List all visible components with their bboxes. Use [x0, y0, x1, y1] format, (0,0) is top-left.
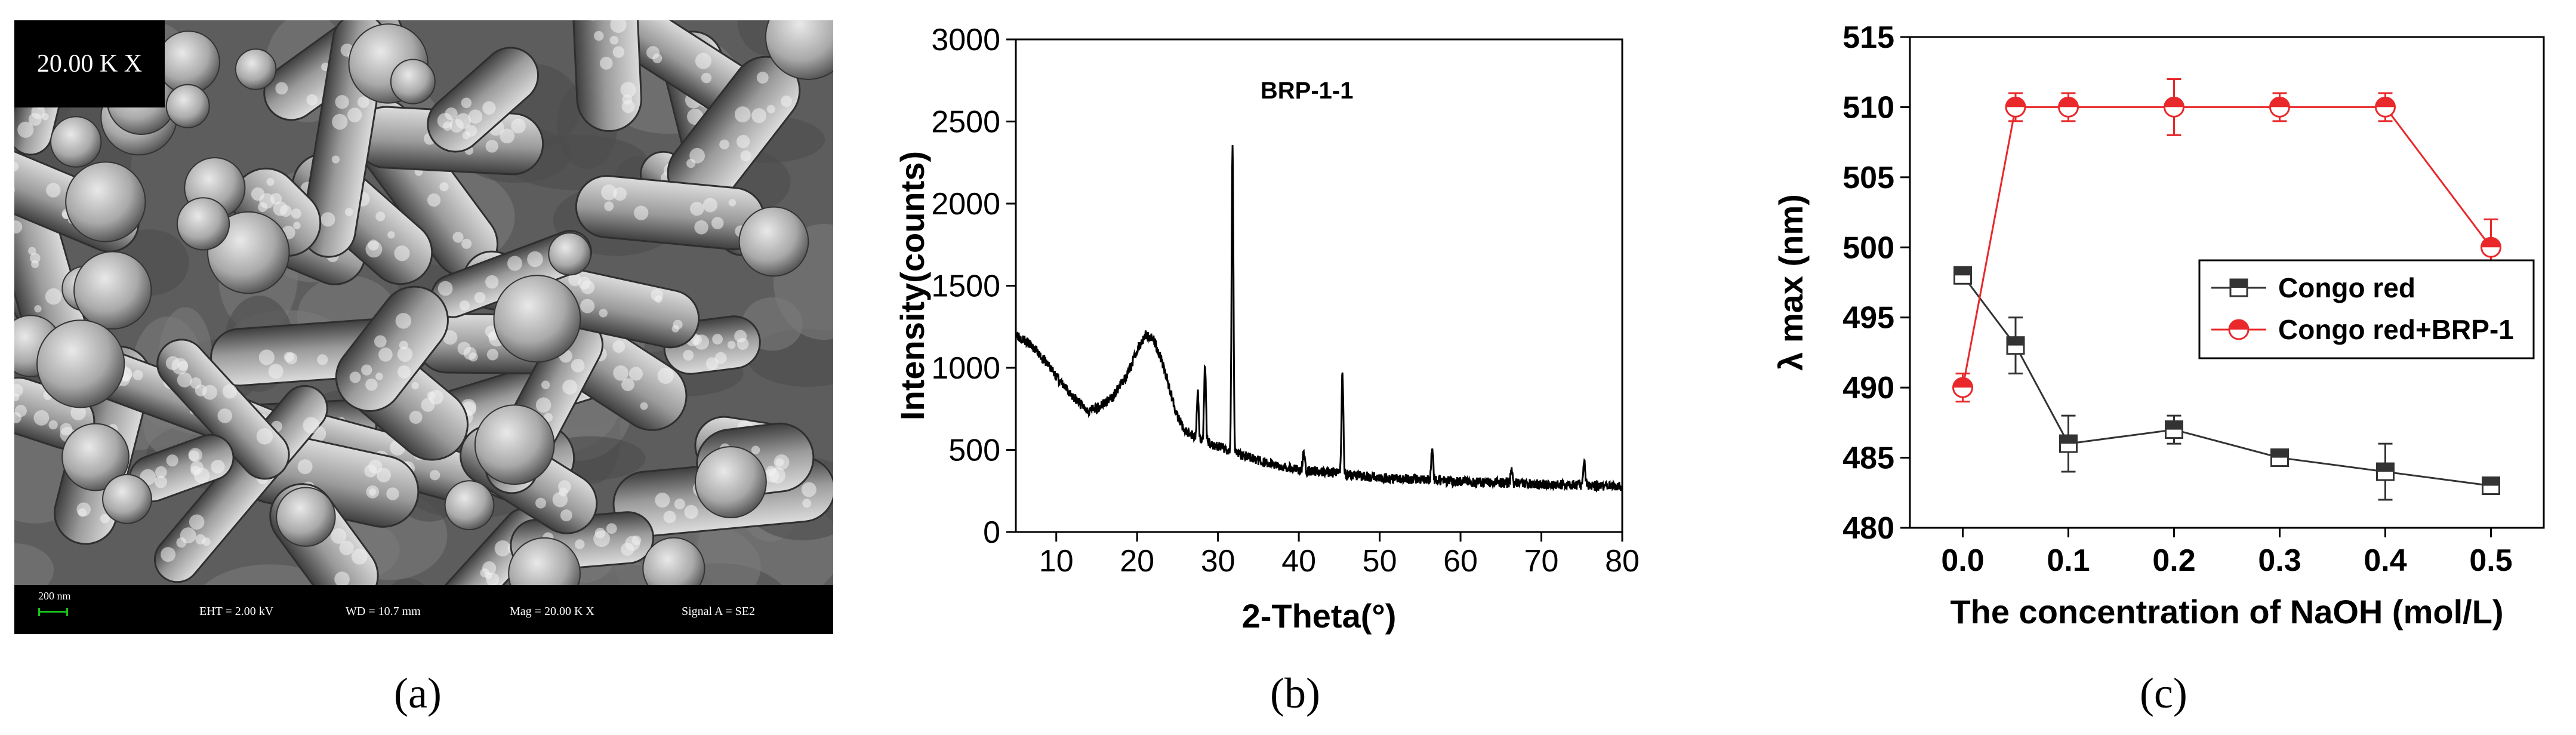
lambda-y-tick-label: 505	[1842, 161, 1894, 195]
xrd-y-tick-label: 1500	[931, 269, 1000, 304]
lambda-x-tick-label: 0.3	[2258, 543, 2301, 578]
sem-info-bar: 200 nm EHT = 2.00 kV WD = 10.7 mm Mag = …	[14, 585, 833, 634]
xrd-y-tick-label: 1000	[931, 351, 1000, 386]
congo-red-point	[1953, 266, 1972, 285]
lambda-plot-frame	[1909, 36, 2545, 529]
xrd-x-axis-label: 2-Theta(°)	[1242, 597, 1397, 635]
congo-red-point	[2165, 420, 2183, 439]
xrd-pattern-line	[1015, 145, 1623, 493]
panel-label-c: (c)	[2140, 669, 2187, 717]
lambda-y-tick-label: 515	[1842, 20, 1894, 55]
lambda-x-tick-label: 0.2	[2152, 543, 2195, 578]
congo-red-point	[2482, 476, 2500, 496]
congo-red-point	[2270, 448, 2289, 468]
xrd-sample-label: BRP-1-1	[1261, 78, 1354, 104]
xrd-x-tick-label: 50	[1363, 544, 1397, 579]
xrd-x-tick-label: 30	[1201, 544, 1235, 579]
lambda-legend: Congo red Congo red+BRP-1	[2198, 259, 2535, 359]
xrd-x-tick-label: 40	[1281, 544, 1316, 579]
xrd-x-tick-label: 10	[1039, 544, 1074, 579]
congo-red-brp-legend-marker	[2228, 319, 2250, 340]
lambda-y-tick-label: 490	[1842, 371, 1894, 405]
lambda-x-tick-label: 0.4	[2364, 543, 2406, 578]
lambda-y-tick-label: 495	[1842, 301, 1894, 336]
xrd-x-tick-label: 20	[1120, 544, 1154, 579]
lambda-y-tick-label: 510	[1842, 90, 1894, 125]
lambda-x-tick-label: 0.0	[1941, 543, 1984, 578]
lambda-y-axis-label: λ max (nm)	[1772, 194, 1810, 371]
legend-box	[2198, 259, 2535, 359]
sem-magnification-label: 20.00 K X	[14, 20, 165, 107]
congo-red-brp-point	[2058, 96, 2079, 118]
congo-red-legend-marker	[2229, 278, 2248, 297]
congo-red-brp-point	[2269, 96, 2290, 118]
congo-red-point	[2059, 434, 2078, 453]
xrd-chart: 10 20 30 40 50 60 70 80 0 500 1000 1500 2000 2500 300…	[893, 23, 1640, 635]
congo-red-brp-point	[2005, 96, 2026, 118]
congo-red-point	[2376, 462, 2395, 481]
xrd-y-tick-label: 3000	[931, 23, 1000, 57]
xrd-plot-frame	[1015, 38, 1623, 533]
xrd-y-tick-label: 0	[983, 515, 1000, 550]
congo-red-brp-point	[2375, 96, 2396, 118]
congo-red-brp-point	[2481, 236, 2501, 258]
xrd-y-tick-label: 2500	[931, 105, 1000, 140]
lambda-y-tick-label: 485	[1842, 441, 1894, 476]
lambda-y-tick-label: 500	[1842, 230, 1894, 265]
panel-label-b: (b)	[1270, 669, 1320, 717]
lambda-max-chart: 0.0 0.1 0.2 0.3 0.4 0.5 480 485 490 495 500 505 510…	[1772, 20, 2545, 631]
congo-red-brp-point	[2164, 96, 2184, 118]
congo-red-legend-label: Congo red	[2278, 272, 2415, 303]
panel-label-a: (a)	[394, 669, 442, 717]
lambda-x-tick-label: 0.5	[2469, 543, 2512, 578]
xrd-y-tick-label: 500	[948, 433, 1000, 468]
sem-image	[14, 20, 833, 634]
xrd-x-tick-label: 80	[1605, 544, 1640, 579]
congo-red-brp-point	[1952, 377, 1973, 398]
lambda-x-axis-label: The concentration of NaOH (mol/L)	[1950, 593, 2503, 631]
sem-wd: WD = 10.7 mm	[346, 605, 421, 618]
sem-mag: Mag = 20.00 K X	[510, 605, 594, 618]
sem-scale-bar	[38, 608, 68, 616]
sem-signal: Signal A = SE2	[682, 605, 755, 618]
xrd-y-tick-label: 2000	[931, 187, 1000, 222]
sem-micrograph: 20.00 K X 200 nm EHT = 2.00 kV WD = 10.7…	[14, 20, 833, 634]
congo-red-brp-legend-label: Congo red+BRP-1	[2278, 314, 2514, 345]
xrd-x-tick-label: 70	[1524, 544, 1559, 579]
sem-scale-label: 200 nm	[38, 590, 71, 602]
congo-red-point	[2006, 336, 2025, 355]
lambda-x-tick-label: 0.1	[2047, 543, 2090, 578]
lambda-y-tick-label: 480	[1842, 511, 1894, 546]
xrd-y-axis-label: Intensity(counts)	[893, 151, 931, 420]
xrd-x-tick-label: 60	[1443, 544, 1478, 579]
sem-eht: EHT = 2.00 kV	[199, 605, 274, 618]
